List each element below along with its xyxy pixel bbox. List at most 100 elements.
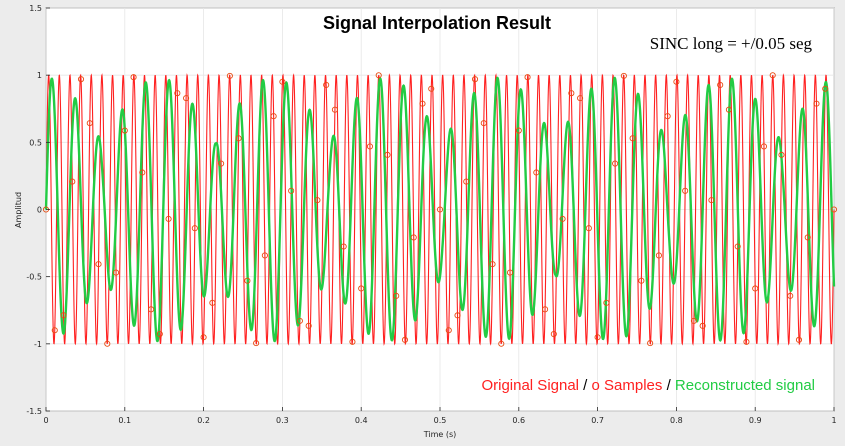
sample-point [112,269,120,276]
sample-point [515,127,522,134]
sample-point [655,252,662,259]
sample-point [787,292,794,299]
y-tick-label: -1 [34,340,42,349]
sample-point [77,76,85,83]
sample-point [401,336,409,343]
sample-point [86,120,93,127]
samples-series [42,72,838,347]
sample-point [244,277,251,284]
x-tick-label: 0 [43,416,48,425]
sample-point [813,100,820,107]
x-tick-label: 0.1 [118,416,131,425]
legend: Original Signal / o Samples / Reconstruc… [481,377,815,394]
legend-entry: / [662,377,675,394]
legend-entry: Original Signal [481,377,579,394]
sample-point [708,197,715,204]
y-tick-label: 1 [37,71,42,80]
sample-point [699,322,706,329]
sample-point [585,225,592,232]
sample-point [778,151,785,158]
sample-point [804,234,811,241]
sample-point [550,330,557,338]
x-tick-label: 0.4 [355,416,368,425]
sample-point [279,78,286,85]
sample-point [60,312,67,319]
sample-point [314,197,321,204]
sample-point [366,143,374,150]
sample-point [673,78,680,85]
x-tick-label: 0.3 [276,416,289,425]
sample-point [428,85,435,92]
sample-point [498,340,505,347]
sample-point [218,160,225,167]
sinc-annotation: SINC long = +/0.05 seg [650,34,813,53]
sample-point [69,178,76,185]
sample-point [253,340,260,347]
sample-point [209,299,216,306]
sample-point [261,252,268,259]
x-tick-label: 0.8 [670,416,683,425]
sample-point [165,215,172,222]
sample-point [384,151,391,158]
x-tick-label: 0.7 [591,416,604,425]
sample-point [734,243,741,250]
sample-point [95,261,102,268]
sample-point [568,90,575,97]
sample-point [559,215,566,222]
sample-point [603,299,610,306]
sample-point [393,292,400,299]
sample-point [638,277,645,284]
sample-point [51,327,58,334]
sample-point [296,317,303,324]
x-tick-label: 0.6 [512,416,525,425]
sample-point [577,95,584,102]
sample-point [436,206,444,213]
sample-point [760,143,768,150]
sample-point [148,306,155,313]
y-tick-label: 1.5 [29,4,42,13]
y-axis-ticks: 1.5 1 0.5 0 -0.5 -1 -1.5 [26,4,50,416]
sample-point [822,85,829,92]
sample-point [183,95,190,102]
sample-point [419,100,426,107]
sample-point [752,285,759,292]
sample-point [174,90,181,97]
sample-point [471,76,479,83]
sample-point [690,317,697,324]
sample-point [331,106,338,113]
reconstructed-signal-line [44,76,836,343]
sample-point [305,322,312,329]
x-axis-label: Time (s) [423,430,457,439]
x-tick-label: 0.9 [749,416,762,425]
x-tick-label: 0.2 [197,416,210,425]
sample-point [594,334,601,341]
y-tick-label: -0.5 [26,273,42,282]
sample-point [524,74,531,81]
legend-entry: Reconstructed signal [675,377,815,394]
chart-title: Signal Interpolation Result [323,13,551,33]
sample-point [830,206,838,213]
sample-point [121,127,128,134]
sample-point [454,312,461,319]
sample-point [200,334,207,341]
sample-point [226,72,233,79]
sample-point [130,74,137,81]
sample-point [235,135,242,142]
sample-point [725,106,732,113]
sample-point [795,336,803,343]
sample-point [156,330,163,338]
sample-point [270,113,277,120]
y-axis-label: Amplitud [14,192,23,228]
sample-point [506,269,514,276]
sample-point [139,169,146,176]
legend-entry: o Samples [592,377,663,394]
sample-point [340,243,347,250]
legend-entry: / [579,377,592,394]
sample-point [375,72,382,79]
sample-point [647,340,654,347]
sample-point [542,306,549,313]
y-tick-label: 0 [37,206,42,215]
sample-point [533,169,540,176]
y-tick-label: -1.5 [26,407,42,416]
